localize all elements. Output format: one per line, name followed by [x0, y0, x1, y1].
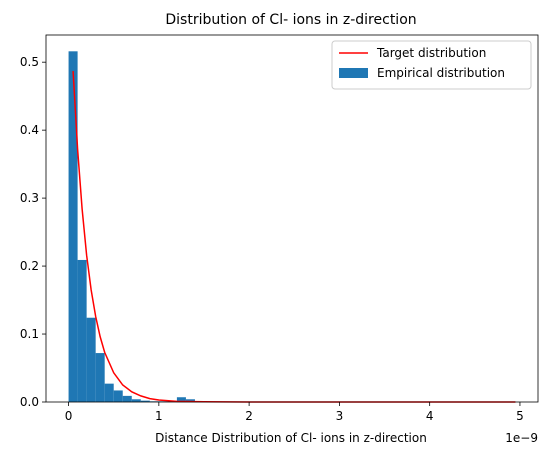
legend-label-target: Target distribution [376, 46, 486, 60]
histogram-bar [104, 383, 114, 402]
histogram-bar [113, 390, 123, 402]
x-tick-label: 4 [426, 409, 434, 423]
target-distribution-polyline [72, 70, 516, 403]
y-tick-label: 0.2 [20, 259, 39, 273]
histogram-bar [77, 259, 87, 402]
x-tick-label: 0 [65, 409, 73, 423]
y-axis-ticks: 0.0 0.1 0.2 0.3 0.4 0.5 [20, 55, 46, 409]
y-tick-label: 0.0 [20, 395, 39, 409]
plot-frame [45, 34, 539, 403]
histogram-bar [95, 353, 105, 402]
histogram-bars [68, 51, 204, 403]
x-axis-ticks: 0 1 2 3 4 5 [65, 402, 524, 423]
legend-swatch-empirical [339, 68, 368, 78]
x-axis-offset-label: 1e−9 [505, 431, 538, 445]
y-tick-label: 0.3 [20, 191, 39, 205]
legend-label-empirical: Empirical distribution [377, 66, 505, 80]
histogram-bar [131, 399, 141, 402]
x-tick-label: 5 [516, 409, 524, 423]
histogram-bar [122, 395, 132, 402]
x-axis-label: Distance Distribution of Cl- ions in z-d… [155, 431, 427, 445]
histogram-bar [140, 400, 150, 402]
target-distribution-line [72, 70, 516, 403]
histogram-bar [86, 317, 96, 402]
x-tick-label: 2 [245, 409, 253, 423]
histogram-bar [176, 397, 186, 402]
legend: Target distribution Empirical distributi… [331, 40, 532, 90]
chart-title: Distribution of Cl- ions in z-direction [165, 12, 416, 28]
legend-box [331, 40, 532, 90]
histogram-bar [68, 51, 78, 403]
x-tick-label: 3 [336, 409, 344, 423]
x-tick-label: 1 [155, 409, 163, 423]
y-tick-label: 0.4 [20, 123, 39, 137]
y-tick-label: 0.5 [20, 55, 39, 69]
y-tick-label: 0.1 [20, 327, 39, 341]
histogram-bar [185, 399, 195, 402]
